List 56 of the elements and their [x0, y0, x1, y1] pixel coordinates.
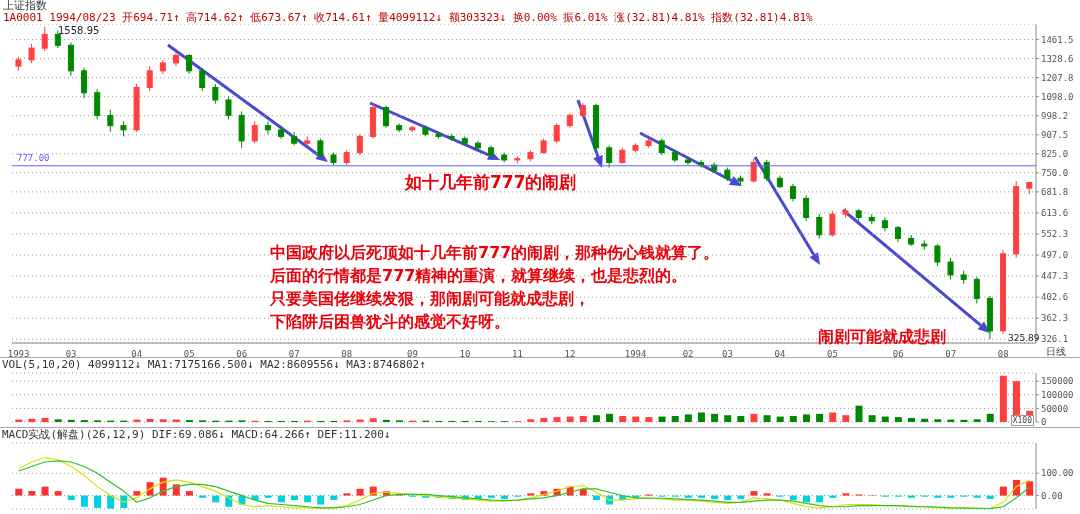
ref-line-label: 777.00 [17, 152, 50, 163]
y-tick-label: 825.0 [1041, 149, 1069, 159]
x-tick-label: 03 [65, 349, 77, 360]
y-tick-label: 100.00 [1041, 468, 1074, 479]
annotation: 闹剧可能就成悲剧 [818, 327, 946, 346]
x-tick-label: 10 [459, 349, 471, 360]
x-tick-label: 07 [945, 349, 957, 360]
y-tick-label: 1098.0 [1041, 91, 1074, 102]
annotation: 1558.95 [58, 25, 100, 36]
y-tick-label: 326.1 [1041, 334, 1069, 345]
x-tick-label: 06 [236, 349, 248, 360]
annotation: 如十几年前777的闹剧 [405, 171, 577, 192]
x-tick-label: 11 [512, 349, 523, 360]
chart-subtitle: VOL(5,10,20) 4099112↓ MA1:7175166.500↓ MA2:8609556↓ MA3:8746802↑ [1, 358, 427, 371]
y-tick-label: 100000 [1041, 389, 1074, 400]
y-tick-label: 497.0 [1041, 250, 1069, 261]
y-tick-label: 1461.5 [1041, 34, 1074, 45]
annotation: 中国政府以后死顶如十几年前777的闹剧，那种伤心钱就算了。 [270, 243, 720, 262]
y-tick-label: 0 [1041, 417, 1047, 428]
annotation: 只要美国佬继续发狠，那闹剧可能就成悲剧， [270, 289, 590, 308]
y-tick-label: 402.6 [1041, 292, 1069, 303]
annotation: X100 [1010, 415, 1034, 426]
annotation: 325.89 [1008, 333, 1040, 343]
y-tick-label: 1328.6 [1041, 53, 1074, 64]
y-tick-label: 1207.8 [1041, 72, 1074, 83]
chart-subtitle: MACD实战(解盘)(26,12,9) DIF:69.086↓ MACD:64.266↑ DEF:11.200↓ [1, 428, 392, 441]
x-tick-label: 05 [183, 349, 195, 360]
x-tick-label: 09 [406, 349, 418, 360]
y-tick-label: 0.00 [1041, 490, 1063, 501]
y-tick-label: 613.6 [1041, 208, 1069, 219]
x-tick-label: 03 [722, 349, 733, 360]
x-tick-label: 02 [682, 349, 694, 360]
y-tick-label: 750.0 [1041, 168, 1069, 179]
x-tick-label: 1994 [624, 349, 647, 360]
annotation: 下陷阱后困兽犹斗的感觉不好呀。 [270, 312, 510, 331]
x-tick-label: 04 [131, 349, 143, 360]
x-tick-label: 06 [892, 349, 904, 360]
x-tick-label: 04 [774, 349, 786, 360]
y-tick-label: 552.3 [1041, 229, 1069, 240]
y-tick-label: 362.3 [1041, 313, 1069, 324]
text: 日线 [1046, 346, 1066, 357]
annotation: 后面的行情都是777精神的重演，就算继续，也是悲烈的。 [270, 266, 688, 285]
y-tick-label: 907.5 [1041, 129, 1069, 140]
y-tick-label: 150000 [1041, 376, 1074, 387]
y-tick-label: 50000 [1041, 403, 1069, 414]
y-tick-label: 681.8 [1041, 187, 1069, 198]
x-tick-label: 12 [564, 349, 576, 360]
chart-subtitle: 1A0001 1994/08/23 开694.71↑ 高714.62↑ 低673.67↑ 收714.61↑ 量4099112↓ 额303323↓ 换0.00% 振6.01% 涨(32.81)4.81% 指数(32.81)4.81% [3, 11, 814, 24]
y-tick-label: 447.3 [1041, 271, 1069, 282]
chart-title: 上证指数 [3, 0, 48, 12]
x-tick-label: 07 [288, 349, 300, 360]
x-tick-label: 08 [997, 349, 1009, 360]
x-tick-label: 05 [827, 349, 838, 360]
x-tick-label: 08 [341, 349, 353, 360]
x-tick-label: 1993 [7, 349, 30, 360]
y-tick-label: 998.2 [1041, 110, 1069, 121]
